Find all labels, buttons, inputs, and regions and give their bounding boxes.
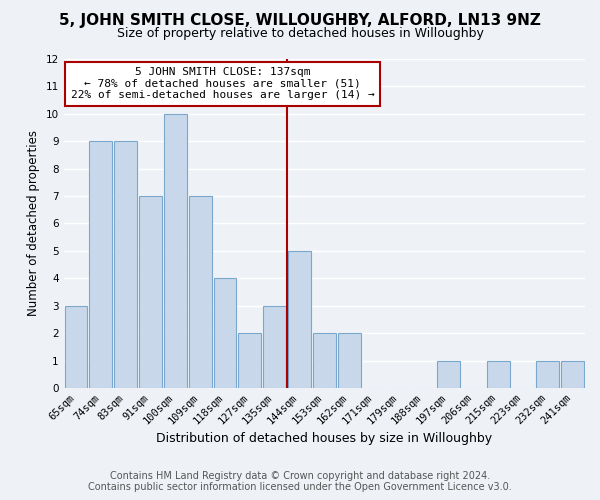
- Bar: [189, 196, 212, 388]
- Bar: [139, 196, 162, 388]
- Bar: [89, 141, 112, 388]
- Bar: [115, 141, 137, 388]
- Bar: [263, 306, 286, 388]
- Bar: [338, 333, 361, 388]
- Bar: [238, 333, 261, 388]
- Bar: [288, 251, 311, 388]
- Text: 5 JOHN SMITH CLOSE: 137sqm
← 78% of detached houses are smaller (51)
22% of semi: 5 JOHN SMITH CLOSE: 137sqm ← 78% of deta…: [71, 67, 374, 100]
- Y-axis label: Number of detached properties: Number of detached properties: [27, 130, 40, 316]
- X-axis label: Distribution of detached houses by size in Willoughby: Distribution of detached houses by size …: [156, 432, 493, 445]
- Bar: [487, 360, 509, 388]
- Bar: [164, 114, 187, 388]
- Text: 5, JOHN SMITH CLOSE, WILLOUGHBY, ALFORD, LN13 9NZ: 5, JOHN SMITH CLOSE, WILLOUGHBY, ALFORD,…: [59, 12, 541, 28]
- Text: Contains HM Land Registry data © Crown copyright and database right 2024.
Contai: Contains HM Land Registry data © Crown c…: [88, 471, 512, 492]
- Bar: [65, 306, 88, 388]
- Bar: [536, 360, 559, 388]
- Bar: [561, 360, 584, 388]
- Text: Size of property relative to detached houses in Willoughby: Size of property relative to detached ho…: [116, 28, 484, 40]
- Bar: [214, 278, 236, 388]
- Bar: [437, 360, 460, 388]
- Bar: [313, 333, 336, 388]
